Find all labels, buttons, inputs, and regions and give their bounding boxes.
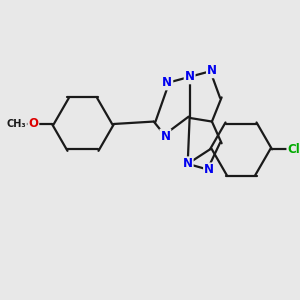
Text: N: N bbox=[183, 157, 193, 170]
Text: Cl: Cl bbox=[287, 143, 300, 156]
Text: CH₃: CH₃ bbox=[7, 119, 26, 129]
Text: O: O bbox=[28, 118, 38, 130]
Text: N: N bbox=[162, 76, 172, 89]
Text: N: N bbox=[160, 130, 170, 142]
Text: N: N bbox=[204, 164, 214, 176]
Text: N: N bbox=[207, 64, 217, 77]
Text: N: N bbox=[184, 70, 195, 83]
